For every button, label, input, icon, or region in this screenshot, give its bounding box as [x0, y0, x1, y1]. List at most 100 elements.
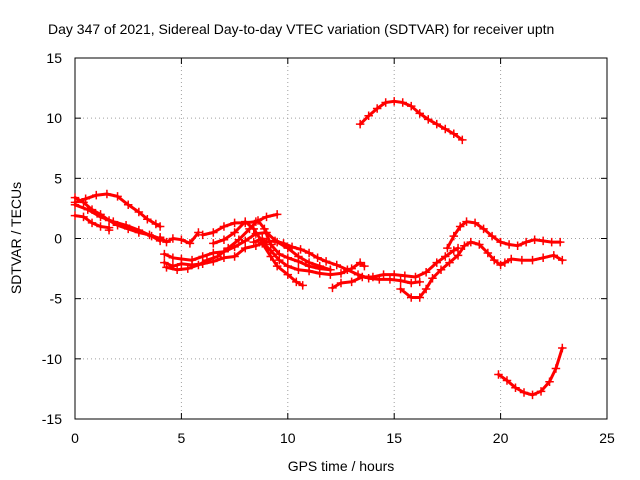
data-point [441, 252, 450, 261]
data-point [364, 111, 373, 121]
data-point [445, 258, 454, 267]
data-point [449, 246, 459, 255]
data-point [70, 211, 80, 220]
data-point [483, 248, 493, 258]
data-point [355, 258, 365, 267]
data-point [511, 383, 520, 392]
data-point [194, 228, 203, 237]
data-point [389, 97, 399, 106]
data-series [70, 97, 567, 400]
data-point [421, 267, 431, 277]
data-point [389, 270, 399, 279]
data-point [487, 231, 497, 241]
data-point [270, 236, 280, 246]
data-point [406, 293, 416, 302]
data-point [458, 135, 467, 145]
data-point [406, 278, 416, 288]
data-point [143, 214, 152, 224]
series-arc-05 [155, 228, 203, 248]
data-point [436, 265, 446, 275]
data-point [355, 119, 365, 129]
data-point [521, 237, 531, 247]
data-point [275, 255, 284, 265]
data-point [517, 255, 527, 265]
data-point [555, 237, 565, 247]
data-point [415, 293, 424, 302]
data-point [121, 221, 131, 230]
series-arc-10 [209, 217, 369, 279]
data-point [213, 252, 222, 261]
data-point [415, 277, 424, 287]
series-line [73, 192, 162, 228]
data-point [283, 270, 293, 279]
data-point [453, 251, 463, 260]
data-point [209, 228, 218, 237]
data-point [358, 272, 367, 282]
data-point [336, 269, 346, 278]
data-point [411, 272, 420, 282]
data-point [155, 233, 165, 242]
y-tick-label: 10 [46, 110, 62, 126]
data-point [292, 277, 301, 287]
data-point [304, 248, 314, 258]
data-point [160, 249, 169, 259]
data-point [262, 237, 271, 247]
data-point [423, 115, 433, 124]
data-point [528, 390, 537, 400]
data-point [230, 218, 239, 228]
data-point [294, 257, 303, 266]
data-point [549, 251, 559, 260]
data-point [298, 281, 307, 290]
data-point [104, 225, 114, 235]
data-point [194, 260, 203, 270]
data-point [279, 239, 288, 248]
y-tick-label: 5 [54, 170, 62, 186]
data-point [198, 252, 207, 261]
data-point [183, 264, 193, 273]
x-tick-label: 5 [178, 430, 186, 446]
data-point [328, 283, 337, 293]
series-arc-13 [396, 237, 567, 302]
data-point [92, 190, 101, 200]
data-point [432, 119, 442, 129]
x-axis-label: GPS time / hours [288, 458, 395, 474]
data-point [504, 240, 514, 249]
data-point [258, 234, 267, 243]
data-point [538, 236, 548, 246]
data-point [240, 217, 250, 226]
x-tick-label: 25 [599, 430, 615, 446]
data-point [162, 263, 171, 272]
data-point [172, 265, 182, 275]
data-point [134, 225, 144, 235]
data-point [406, 101, 416, 111]
data-point [453, 243, 463, 253]
y-axis-label: SDTVAR / TECUs [8, 182, 24, 294]
data-point [202, 255, 212, 265]
data-point [479, 224, 488, 234]
y-tick-label: -10 [42, 351, 62, 367]
data-point [415, 109, 424, 118]
series-arc-16 [494, 343, 567, 400]
data-point [519, 388, 529, 397]
data-point [79, 212, 88, 222]
data-point [219, 253, 229, 263]
data-point [294, 265, 303, 275]
data-point [502, 376, 512, 385]
series-arc-04 [70, 211, 114, 235]
x-tick-label: 15 [386, 430, 402, 446]
data-point [558, 343, 567, 353]
data-point [240, 236, 250, 246]
data-point [449, 231, 459, 241]
series-arc-14 [443, 217, 565, 253]
data-point [475, 240, 484, 249]
data-point [332, 260, 341, 270]
data-point [313, 253, 322, 263]
data-point [123, 200, 133, 210]
series-arc-02 [70, 189, 165, 231]
data-point [455, 222, 465, 231]
data-point [83, 205, 93, 214]
series-line [201, 212, 279, 237]
y-axis: -15 -10 -5 0 5 10 15 [42, 50, 607, 427]
data-point [151, 219, 161, 229]
